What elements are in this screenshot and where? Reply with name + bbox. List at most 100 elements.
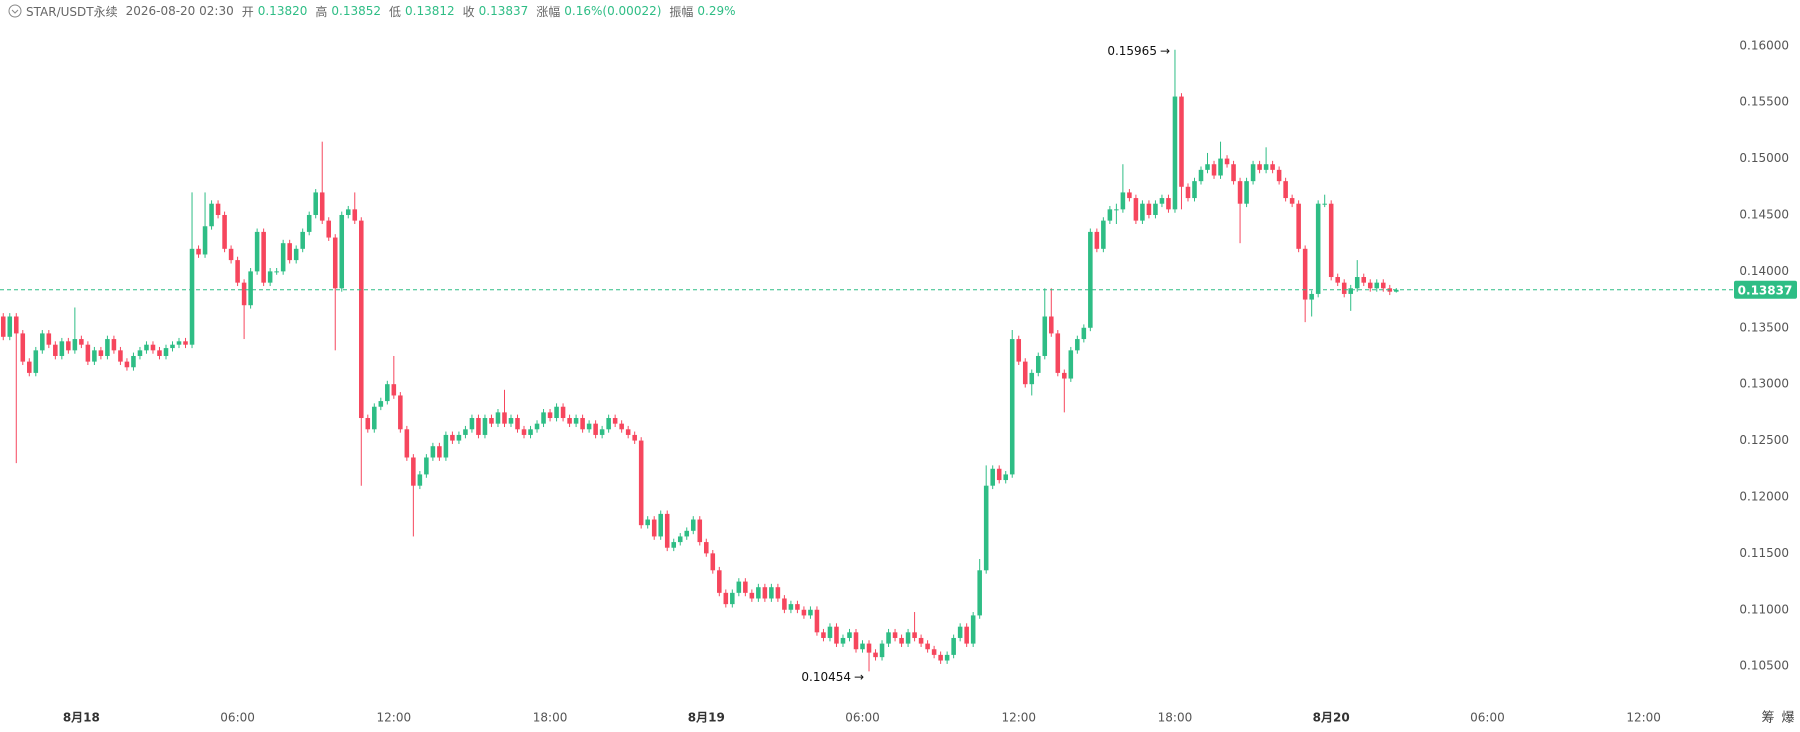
candle-body <box>209 203 214 227</box>
candle-body <box>827 626 833 638</box>
candle-body <box>489 418 494 424</box>
candle-body <box>1335 277 1340 283</box>
candle-body <box>183 341 188 345</box>
candle-body <box>931 649 937 655</box>
candle-body <box>860 643 865 650</box>
y-tick-label: 0.11000 <box>1739 602 1789 616</box>
side-button[interactable]: 爆 <box>1781 711 1794 726</box>
candle-body <box>319 192 325 221</box>
candle-body <box>196 248 201 255</box>
candle-body <box>944 654 950 661</box>
field-label: 高 <box>315 4 328 19</box>
candle-body <box>560 406 566 419</box>
candle-body <box>20 333 26 362</box>
candle-body <box>1205 164 1210 170</box>
x-tick-label: 06:00 <box>845 711 880 725</box>
candle-body <box>899 637 904 644</box>
candle-body <box>586 423 592 430</box>
candle-body <box>964 626 969 644</box>
time: 2026-08-20 02:30 <box>125 4 234 18</box>
candle-body <box>313 192 318 215</box>
candle-body <box>85 344 91 362</box>
candle-body <box>677 536 683 543</box>
x-tick-label: 12:00 <box>1626 711 1661 725</box>
candle-body <box>599 429 605 435</box>
candle-body <box>834 626 839 644</box>
candle-body <box>144 344 149 351</box>
candle-body <box>717 570 722 593</box>
candle-body <box>222 214 227 249</box>
candle-body <box>886 632 891 644</box>
candle-body <box>13 316 19 334</box>
field-label: 振幅 <box>669 4 694 19</box>
field-label: 开 <box>241 4 254 19</box>
collapse-icon[interactable] <box>8 4 22 18</box>
candle-body <box>554 406 559 419</box>
y-tick-label: 0.15500 <box>1739 95 1789 109</box>
candle-body <box>840 637 846 644</box>
candle-body <box>1049 316 1054 334</box>
candle-body <box>853 632 859 650</box>
field-value: 0.13812 <box>405 4 455 18</box>
candle-body <box>1367 282 1373 289</box>
candle-body <box>612 418 618 424</box>
candle-body <box>1114 209 1119 211</box>
candle-body <box>1257 164 1262 170</box>
candle-body <box>638 440 644 526</box>
side-button[interactable]: 筹 <box>1761 710 1774 726</box>
candle-body <box>398 395 403 430</box>
candle-body <box>7 316 13 337</box>
y-tick-label: 0.11500 <box>1739 546 1789 560</box>
field-label: 涨幅 <box>536 4 561 19</box>
candle-body <box>918 637 924 644</box>
candle-body <box>684 530 690 537</box>
candle-body <box>1075 339 1080 351</box>
candle-body <box>1185 186 1191 199</box>
candle-body <box>541 412 546 424</box>
candle-body <box>241 282 247 306</box>
candle-body <box>476 418 481 435</box>
candle-body <box>573 418 579 424</box>
candle-body <box>1153 203 1158 215</box>
candle-body <box>46 333 52 345</box>
y-tick-label: 0.15000 <box>1739 151 1789 165</box>
field-value: 0.16%(0.00022) <box>564 4 662 18</box>
candle-body <box>1309 293 1314 300</box>
candle-body <box>40 333 45 351</box>
candle-body <box>443 434 449 458</box>
candle-body <box>280 243 286 272</box>
candle-body <box>1029 372 1035 385</box>
candle-body <box>176 341 182 345</box>
candle-body <box>1224 158 1230 165</box>
candle-body <box>261 231 266 283</box>
x-tick-label: 12:00 <box>1001 711 1036 725</box>
candle-body <box>372 406 377 430</box>
candle-body <box>580 418 585 430</box>
candle-body <box>528 429 533 435</box>
candle-body <box>1107 209 1113 221</box>
candle-body <box>131 355 136 368</box>
candle-body <box>632 434 637 441</box>
candle-body <box>1035 355 1041 373</box>
candle-body <box>254 231 260 272</box>
y-tick-label: 0.12000 <box>1739 489 1789 503</box>
candle-body <box>970 615 976 644</box>
candle-body <box>1016 339 1022 362</box>
candle-body <box>1055 333 1061 373</box>
candle-body <box>202 226 208 255</box>
candle-body <box>664 513 670 548</box>
candle-body <box>170 344 175 349</box>
candle-body <box>756 587 761 599</box>
candle-body <box>762 587 768 599</box>
y-tick-label: 0.13500 <box>1739 320 1789 334</box>
candle-body <box>1068 350 1074 379</box>
candle-body <box>1042 316 1048 356</box>
candle-body <box>925 643 930 650</box>
candle-body <box>951 637 956 655</box>
candle-body <box>72 339 78 351</box>
candle-body <box>274 271 279 273</box>
candle-body <box>1172 96 1178 210</box>
candle-body <box>769 587 774 599</box>
